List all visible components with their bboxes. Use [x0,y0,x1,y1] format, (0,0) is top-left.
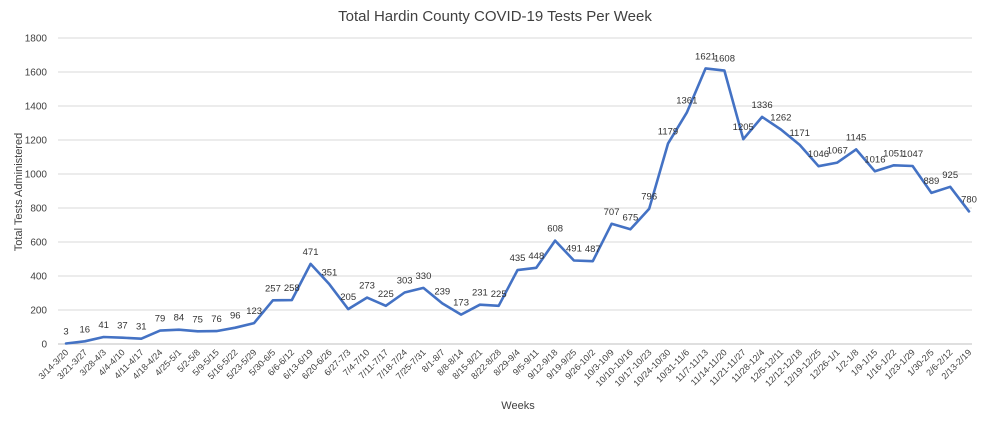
data-label: 225 [491,289,507,300]
data-label: 16 [80,324,91,335]
gridlines [58,37,972,345]
data-label: 303 [397,275,413,286]
data-label: 225 [378,289,394,300]
chart-title: Total Hardin County COVID-19 Tests Per W… [338,8,652,25]
data-label: 239 [434,286,450,297]
data-label: 1179 [658,127,678,138]
data-label: 41 [98,320,109,331]
data-label: 487 [585,244,601,255]
data-label: 1046 [808,149,829,160]
data-label: 435 [510,253,526,264]
y-axis-ticks: 0 200 400 600 800 1000 1200 1400 1600 1800 [25,34,48,351]
data-label: 273 [359,281,375,292]
data-label: 448 [528,251,544,262]
data-label: 231 [472,288,488,299]
data-label: 3 [63,326,68,337]
data-label: 79 [155,314,166,325]
x-axis-title: Weeks [501,400,535,412]
y-tick-label: 1600 [25,68,48,79]
x-axis-ticks: 3/14-3/203/21-3/273/28-4/34/4-4/104/11-4… [36,347,973,388]
data-label: 889 [923,176,939,187]
y-tick-label: 1200 [25,136,48,147]
data-label: 1621 [695,51,716,62]
data-label: 1016 [864,154,885,165]
data-label: 1336 [751,100,772,111]
data-label: 1051 [883,148,904,159]
data-label: 84 [174,313,185,324]
y-tick-label: 1000 [25,170,48,181]
series-line [64,67,971,345]
y-tick-label: 200 [30,306,47,317]
data-label: 491 [566,244,582,255]
data-label: 258 [284,283,300,294]
data-label: 330 [416,271,432,282]
data-label: 675 [622,212,638,223]
y-tick-label: 800 [30,204,47,215]
data-label: 925 [942,170,958,181]
data-label: 31 [136,322,147,333]
data-label: 205 [340,292,356,303]
y-tick-label: 0 [41,340,47,351]
data-label: 1608 [714,54,735,65]
data-label: 1171 [789,128,809,139]
y-tick-label: 400 [30,272,47,283]
data-label: 1067 [827,146,848,157]
data-label: 1361 [676,96,697,107]
y-tick-label: 1800 [25,34,48,45]
y-tick-label: 1400 [25,102,48,113]
data-label: 1047 [902,149,923,160]
data-label: 96 [230,311,241,322]
y-axis-title: Total Tests Administered [13,133,25,251]
data-label: 1262 [770,112,791,123]
data-label: 173 [453,298,469,309]
data-label: 75 [192,314,203,325]
data-label: 707 [604,207,620,218]
data-label: 471 [303,247,319,258]
data-label: 780 [961,194,977,205]
series-layer [64,67,971,345]
data-label: 351 [321,267,337,278]
data-label: 123 [246,306,262,317]
data-label: 796 [641,192,657,203]
data-label: 1205 [733,122,754,133]
data-label: 257 [265,283,281,294]
y-tick-label: 600 [30,238,47,249]
data-label: 1145 [846,132,866,143]
data-label: 37 [117,321,128,332]
data-label: 608 [547,224,563,235]
data-label: 76 [211,314,222,325]
